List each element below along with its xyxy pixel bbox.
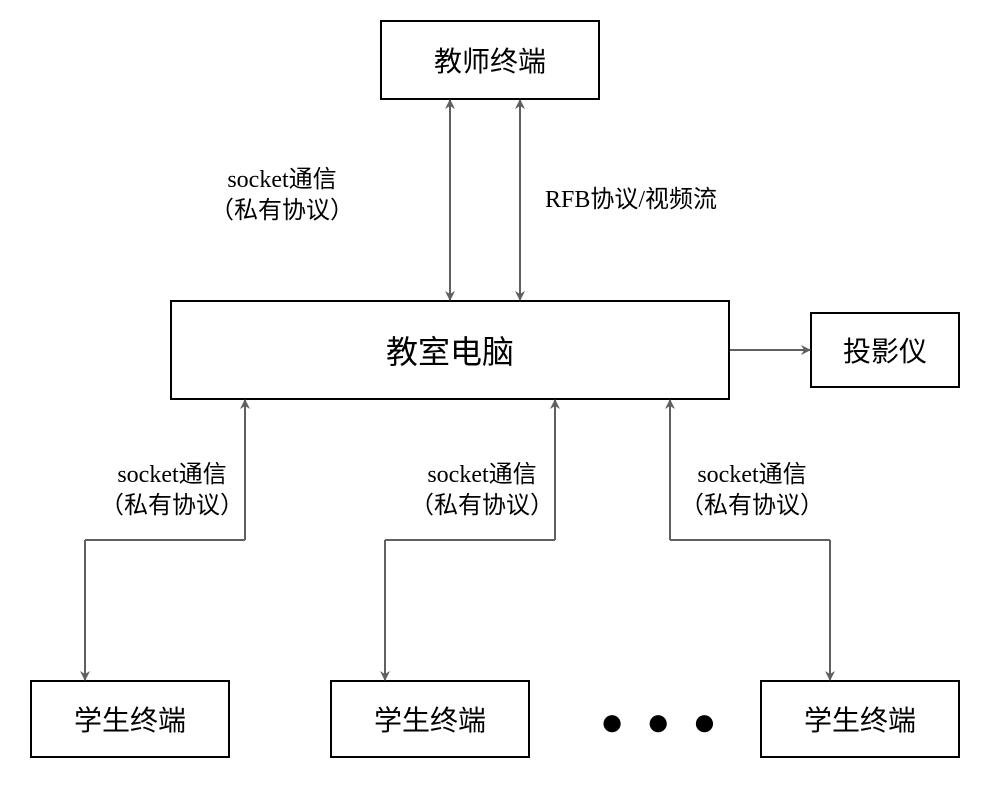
- connectors: [0, 0, 1000, 794]
